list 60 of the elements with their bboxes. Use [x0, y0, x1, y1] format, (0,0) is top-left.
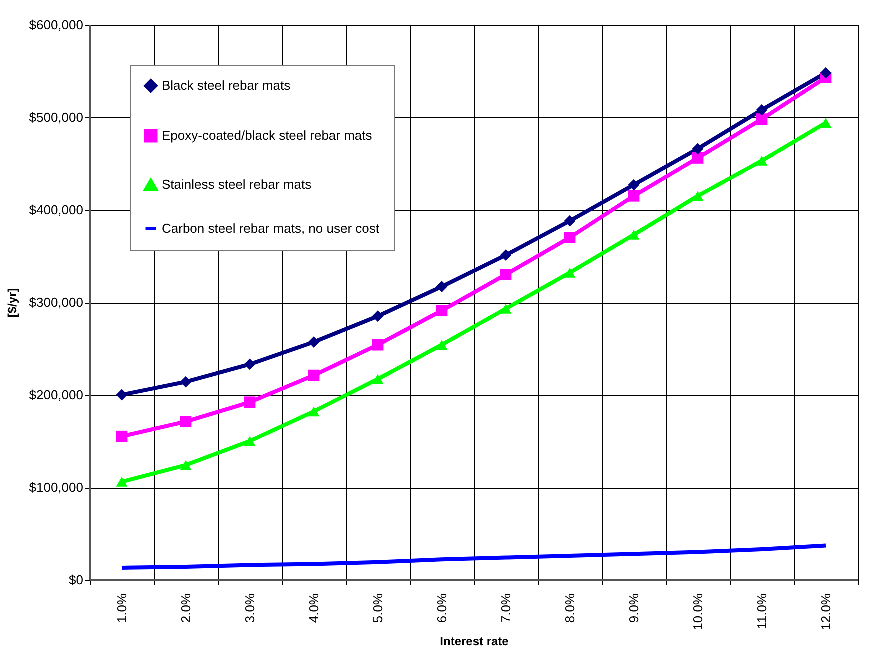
y-tick-label: $0 — [69, 572, 84, 588]
x-tick-label: 5.0% — [370, 593, 386, 624]
point — [116, 477, 128, 487]
point — [372, 310, 384, 322]
point — [628, 190, 640, 202]
point — [436, 340, 448, 350]
point — [692, 143, 704, 155]
point — [308, 370, 320, 382]
x-tick-label: 7.0% — [498, 593, 514, 624]
x-tick-label: 2.0% — [178, 593, 194, 624]
point — [180, 460, 192, 470]
y-tick-label: $100,000 — [29, 480, 84, 495]
x-tick-label: 9.0% — [626, 593, 642, 624]
point — [820, 118, 832, 128]
point — [372, 374, 384, 384]
legend-label: Stainless steel rebar mats — [162, 177, 312, 192]
point — [244, 358, 256, 370]
x-tick-label: 12.0% — [818, 593, 834, 630]
y-tick-label: $500,000 — [29, 110, 84, 125]
line-series — [120, 544, 828, 570]
point — [756, 156, 768, 166]
legend-label: Black steel rebar mats — [162, 78, 292, 93]
point — [116, 430, 128, 442]
point — [820, 67, 832, 79]
point — [628, 179, 640, 191]
point — [436, 281, 448, 292]
y-tick-label: $300,000 — [29, 295, 84, 310]
y-tick-label: $400,000 — [29, 202, 84, 218]
point — [628, 230, 640, 240]
point — [244, 396, 256, 408]
point — [180, 376, 192, 388]
x-tick-label: 6.0% — [434, 593, 450, 624]
point — [372, 339, 384, 351]
point — [500, 269, 512, 280]
point — [564, 215, 576, 227]
point — [308, 406, 320, 417]
point — [308, 336, 320, 348]
point — [180, 416, 192, 428]
y-tick-label: $200,000 — [29, 388, 84, 402]
x-tick-label: 3.0% — [242, 593, 258, 624]
point — [756, 104, 768, 116]
y-axis-title: [$/yr] — [5, 288, 20, 318]
point — [756, 114, 768, 126]
point — [244, 436, 256, 446]
x-axis-title: Interest rate — [440, 634, 510, 648]
x-tick-label: 11.0% — [754, 593, 770, 630]
x-tick-label: 4.0% — [306, 593, 322, 624]
y-tick-label: $600,000 — [29, 18, 84, 32]
point — [436, 305, 448, 317]
point — [116, 389, 128, 401]
legend-label: Carbon steel rebar mats, no user cost — [162, 221, 380, 236]
point — [500, 304, 512, 314]
x-tick-label: 1.0% — [114, 593, 130, 624]
point — [564, 268, 576, 278]
point — [564, 232, 576, 244]
point — [500, 250, 512, 262]
legend-label: Epoxy-coated/black steel rebar mats — [162, 128, 373, 143]
point — [692, 152, 704, 164]
x-tick-label: 10.0% — [690, 593, 706, 630]
x-tick-label: 8.0% — [562, 593, 578, 624]
